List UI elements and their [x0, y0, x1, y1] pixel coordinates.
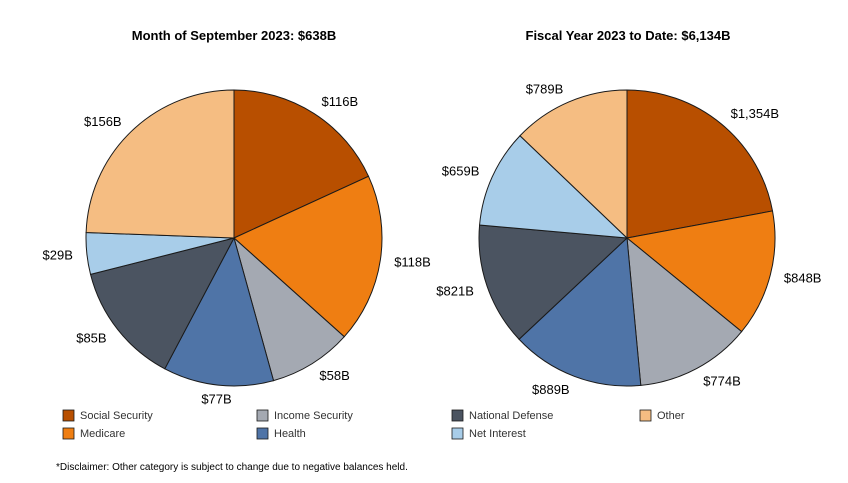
- pie-slice-national-defense: [89, 237, 235, 370]
- legend-swatch-net-interest: [451, 427, 464, 440]
- legend-label-social-security: Social Security: [80, 410, 153, 422]
- legend-swatch-income-security: [256, 409, 269, 422]
- disclaimer-footnote: *Disclaimer: Other category is subject t…: [56, 462, 408, 473]
- legend: Social Security Medicare Income Security He…: [62, 409, 685, 440]
- slice-label-other: $789B: [526, 82, 564, 97]
- chart-title-september: Month of September 2023: $638B: [132, 28, 336, 43]
- slice-label-health: $77B: [201, 392, 231, 407]
- legend-item-national-defense: National Defense: [451, 409, 553, 422]
- pie-fiscal-year: $1,354B $848B $774B $889B $821B $659B $789B: [436, 82, 821, 398]
- slice-label-health: $889B: [532, 382, 570, 397]
- chart-title-fiscal-year: Fiscal Year 2023 to Date: $6,134B: [526, 28, 731, 43]
- pie-slice-income-security: [626, 236, 743, 386]
- slice-label-medicare: $118B: [394, 255, 431, 270]
- chart-september-2023: Month of September 2023: $638B $116B $118…: [43, 28, 431, 407]
- pie-september: $116B $118B $58B $77B $85B $29B $156B: [43, 89, 431, 407]
- pie-slice-health: [164, 236, 275, 387]
- slice-label-other: $156B: [84, 114, 122, 129]
- pie-slice-social-security: [233, 89, 370, 239]
- pie-slice-social-security: [626, 89, 774, 239]
- slice-label-national-defense: $85B: [76, 331, 106, 346]
- legend-swatch-other: [639, 409, 652, 422]
- legend-label-other: Other: [657, 410, 685, 422]
- legend-swatch-national-defense: [451, 409, 464, 422]
- pie-slice-national-defense: [478, 224, 629, 340]
- pie-slice-health: [518, 236, 642, 387]
- legend-swatch-social-security: [62, 409, 75, 422]
- pie-slice-medicare: [233, 175, 383, 338]
- pie-slice-other: [85, 89, 235, 239]
- legend-item-health: Health: [256, 427, 306, 440]
- slice-label-national-defense: $821B: [436, 283, 474, 298]
- legend-item-income-security: Income Security: [256, 409, 353, 422]
- legend-item-other: Other: [639, 409, 685, 422]
- legend-item-net-interest: Net Interest: [451, 427, 526, 440]
- slice-label-income-security: $58B: [319, 368, 349, 383]
- legend-label-income-security: Income Security: [274, 410, 353, 422]
- slice-label-social-security: $116B: [322, 94, 359, 109]
- pie-slice-medicare: [625, 210, 776, 333]
- slice-label-medicare: $848B: [784, 271, 822, 286]
- slice-label-social-security: $1,354B: [731, 106, 779, 121]
- pie-slice-other: [519, 89, 628, 240]
- legend-label-net-interest: Net Interest: [469, 428, 526, 440]
- slice-label-income-security: $774B: [703, 374, 741, 389]
- slice-label-net-interest: $29B: [43, 248, 73, 263]
- legend-item-medicare: Medicare: [62, 427, 125, 440]
- legend-item-social-security: Social Security: [62, 409, 153, 422]
- legend-label-national-defense: National Defense: [469, 410, 553, 422]
- slice-label-net-interest: $659B: [442, 164, 480, 179]
- legend-swatch-health: [256, 427, 269, 440]
- legend-swatch-medicare: [62, 427, 75, 440]
- chart-fiscal-year-2023: Fiscal Year 2023 to Date: $6,134B $1,354…: [436, 28, 821, 397]
- pie-slice-income-security: [233, 236, 345, 382]
- legend-label-health: Health: [274, 428, 306, 440]
- legend-label-medicare: Medicare: [80, 428, 125, 440]
- pie-slice-net-interest: [479, 135, 629, 239]
